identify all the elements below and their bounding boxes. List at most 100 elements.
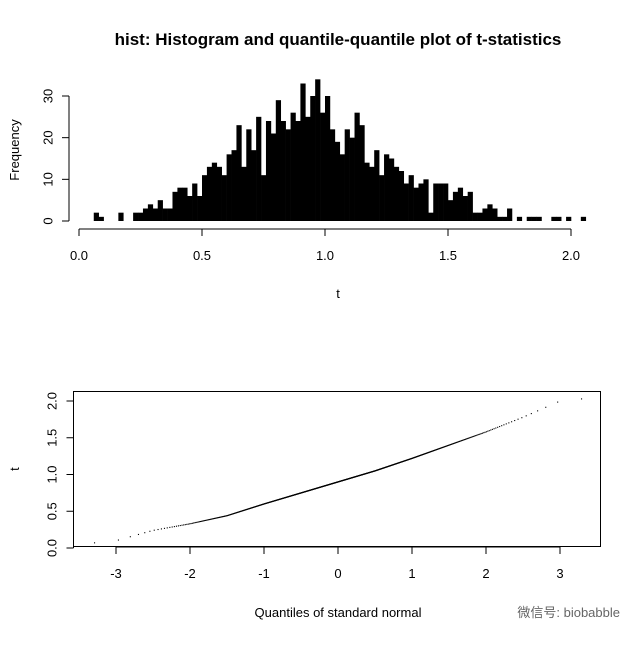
qq-point	[144, 532, 146, 534]
qq-point	[195, 521, 197, 524]
qq-point	[169, 526, 171, 528]
qq-point	[464, 439, 466, 441]
qq-point	[468, 437, 470, 439]
qq-point	[223, 515, 226, 517]
qq-point	[460, 440, 462, 442]
histogram-bar	[536, 216, 542, 221]
histogram-bar	[138, 212, 144, 221]
qq-point	[173, 526, 175, 528]
histogram-bar	[403, 183, 409, 221]
qq-point	[222, 516, 224, 518]
qq-point	[475, 435, 477, 437]
qq-point	[209, 518, 211, 521]
qq-point	[557, 401, 559, 403]
histogram-bar	[556, 216, 562, 221]
histogram-bar	[172, 191, 178, 221]
qq-point	[129, 536, 131, 538]
histogram-bar	[462, 196, 468, 221]
qq-point	[503, 424, 505, 426]
histogram-bar	[211, 162, 218, 221]
histogram-y-tick-label: 0	[40, 217, 55, 224]
qq-point	[473, 435, 475, 437]
qq-y-tick-label: 1.0	[44, 465, 59, 483]
qq-point	[463, 439, 465, 441]
qq-x-tick-label: 3	[556, 566, 563, 581]
histogram-bar	[452, 191, 459, 221]
qq-point	[227, 514, 229, 516]
qq-point	[200, 520, 203, 522]
qq-point	[448, 444, 450, 446]
histogram-bar	[315, 79, 321, 221]
qq-point	[521, 417, 523, 419]
histogram-bar	[339, 154, 345, 221]
histogram-bar	[325, 96, 331, 221]
qq-point	[179, 524, 181, 527]
histogram-bars	[93, 79, 587, 221]
histogram-bar	[236, 125, 242, 221]
histogram-bar	[216, 166, 222, 221]
qq-y-tick-label: 2.0	[44, 392, 59, 410]
histogram-x-tick-label: 0.5	[193, 248, 211, 263]
qq-point	[480, 433, 482, 435]
histogram-bar	[221, 175, 227, 221]
histogram-x-tick-label: 1.5	[439, 248, 457, 263]
qq-point	[220, 516, 222, 518]
qq-plot-points	[94, 398, 583, 544]
histogram-bar	[364, 162, 370, 221]
histogram-bar	[329, 129, 336, 221]
qq-point	[493, 428, 495, 430]
qq-point	[453, 442, 455, 444]
qq-point	[203, 520, 205, 522]
qq-point	[517, 418, 519, 420]
qq-point	[497, 426, 499, 428]
qq-point	[514, 420, 516, 422]
qq-point	[210, 518, 212, 520]
histogram-bar	[334, 141, 341, 221]
qq-point	[464, 438, 467, 440]
histogram-bar	[551, 216, 557, 221]
qq-point	[213, 518, 215, 520]
chart-title: hist: Histogram and quantile-quantile pl…	[115, 30, 562, 49]
qq-point	[226, 515, 228, 517]
qq-point	[537, 410, 539, 412]
qq-x-tick-label: 2	[482, 566, 489, 581]
qq-point	[211, 518, 213, 520]
histogram-bar	[526, 216, 532, 221]
watermark-text: 微信号: biobabble	[517, 605, 620, 620]
qq-point	[177, 525, 179, 527]
qq-point	[218, 516, 220, 518]
qq-point	[219, 516, 221, 518]
qq-x-tick-label: 1	[408, 566, 415, 581]
histogram-bar	[182, 187, 188, 221]
qq-point	[193, 522, 195, 524]
histogram-bar	[320, 112, 326, 221]
histogram-bar	[231, 150, 237, 221]
qq-point	[117, 539, 119, 541]
qq-point	[189, 523, 191, 525]
qq-point	[222, 515, 224, 518]
qq-point	[461, 439, 463, 441]
histogram-bar	[398, 171, 405, 221]
qq-point	[465, 438, 467, 440]
qq-point	[446, 445, 448, 447]
histogram-bar	[275, 100, 282, 221]
histogram-bar	[507, 208, 513, 221]
qq-point	[183, 524, 185, 526]
histogram-bar	[300, 83, 306, 221]
qq-point	[477, 434, 479, 436]
qq-point	[163, 527, 166, 529]
qq-point	[485, 431, 487, 433]
histogram-bar	[246, 129, 252, 221]
histogram-bar	[374, 150, 380, 221]
qq-point	[452, 443, 454, 445]
histogram-bar	[428, 212, 434, 221]
qq-point	[447, 444, 449, 447]
qq-point	[449, 444, 451, 446]
qq-y-tick-label: 0.0	[44, 539, 59, 557]
qq-point	[457, 441, 459, 443]
histogram-bar	[152, 208, 159, 221]
qq-point	[458, 441, 460, 443]
qq-x-tick-label: -1	[258, 566, 270, 581]
qq-point	[190, 523, 192, 525]
